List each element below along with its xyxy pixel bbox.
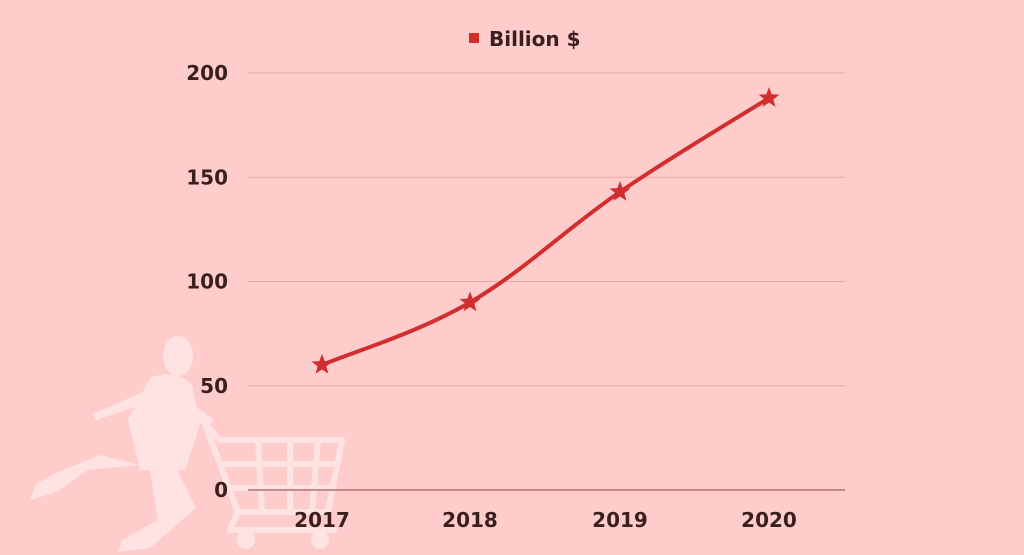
legend: Billion $	[469, 27, 581, 51]
x-tick-label: 2020	[741, 508, 797, 532]
y-tick-label: 200	[186, 61, 228, 85]
x-tick-label: 2019	[592, 508, 648, 532]
data-point-star	[459, 291, 481, 312]
data-point-star	[609, 180, 631, 201]
series-billion	[311, 87, 780, 374]
y-tick-label: 150	[186, 165, 228, 189]
legend-swatch	[469, 33, 479, 43]
y-tick-label: 100	[186, 270, 228, 294]
shopping-cart-person-icon	[30, 336, 345, 552]
y-axis: 0 50 100 150 200	[186, 61, 228, 502]
y-tick-label: 50	[200, 374, 228, 398]
x-tick-label: 2017	[294, 508, 350, 532]
data-point-star	[758, 87, 780, 107]
x-tick-label: 2018	[442, 508, 498, 532]
legend-label: Billion $	[489, 27, 581, 51]
data-point-star	[311, 353, 333, 374]
series-line	[320, 96, 771, 367]
x-axis: 2017 2018 2019 2020	[294, 508, 797, 532]
gridlines	[248, 72, 845, 491]
y-tick-label: 0	[214, 478, 228, 502]
